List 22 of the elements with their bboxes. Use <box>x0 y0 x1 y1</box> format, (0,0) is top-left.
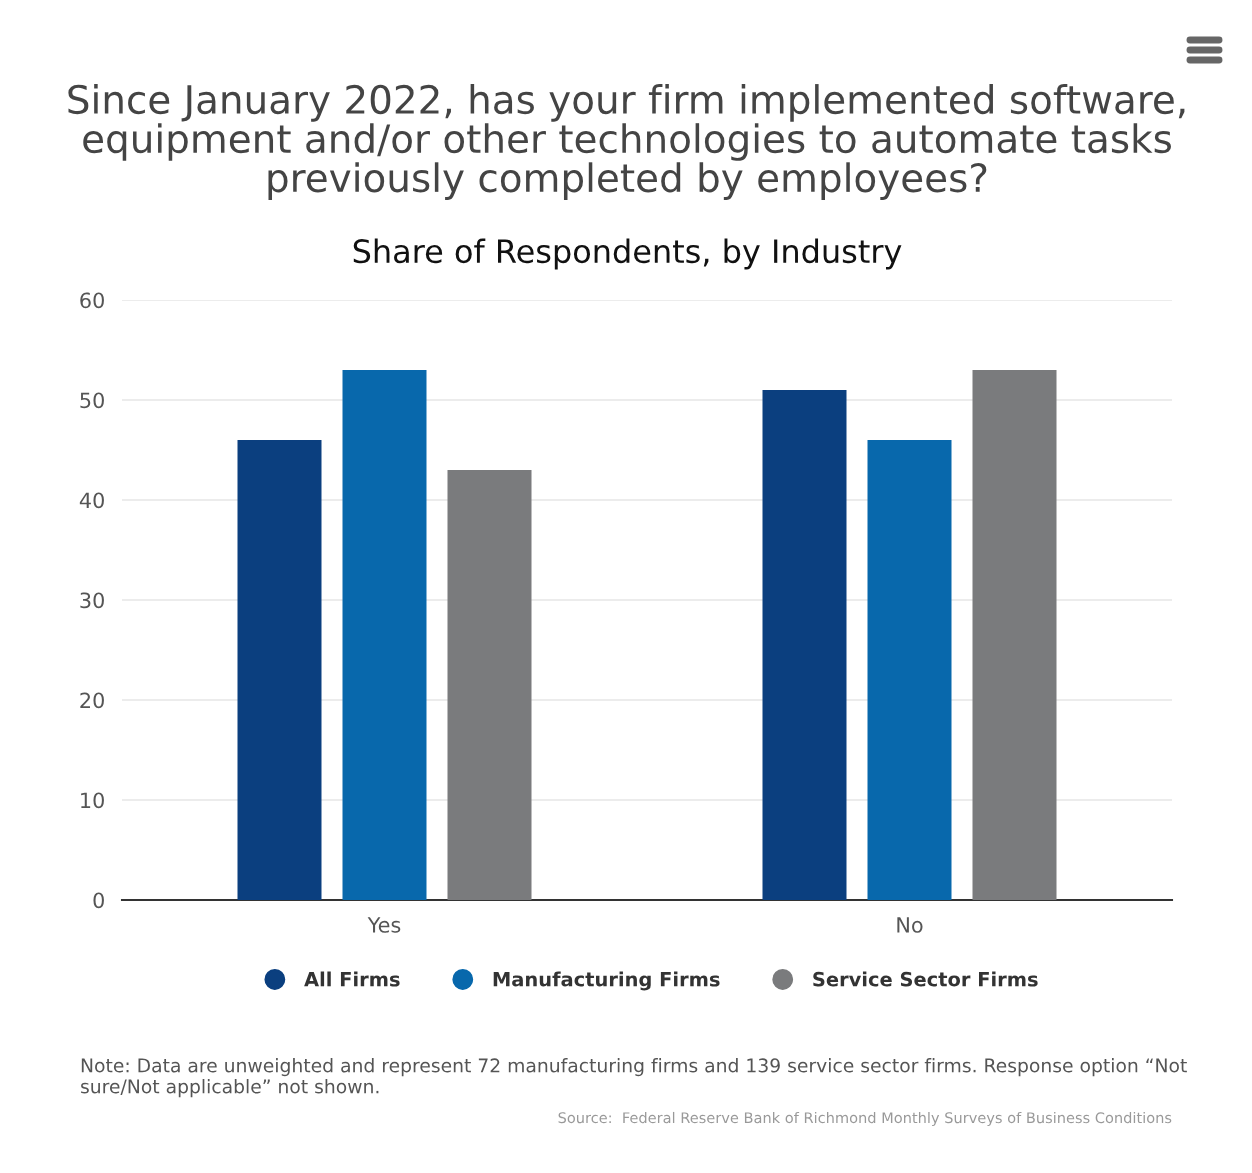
y-tick-label: 40 <box>79 492 104 509</box>
source-note: Source: Federal Reserve Bank of Richmond Monthly Surveys of Business Conditions <box>558 1111 1172 1127</box>
y-tick-label: 30 <box>80 592 104 609</box>
y-tick-label: 60 <box>80 292 104 309</box>
x-tick-label: Yes <box>367 917 401 933</box>
y-tick-label: 20 <box>80 692 104 709</box>
y-tick-label: 50 <box>80 392 104 409</box>
bar <box>972 370 1057 900</box>
legend-label: Manufacturing Firms <box>493 971 720 991</box>
x-tick-label: No <box>897 917 923 933</box>
text: Note: Data are unweighted and represent 72 manufacturing firms and 139 service sector firms. Response option “Not sure/Not applicable” not shown. <box>81 1058 1187 1098</box>
bar <box>342 370 427 900</box>
legend-label: Service Sector Firms <box>813 971 1038 987</box>
y-tick-label: 10 <box>81 792 104 809</box>
bar <box>867 440 952 900</box>
legend-label: All Firms <box>304 971 400 987</box>
chart-subtitle: Share of Respondents, by Industry <box>353 238 902 270</box>
bar <box>762 390 847 900</box>
y-tick-label: 0 <box>93 892 104 909</box>
bar <box>447 470 532 900</box>
chart-title: Since January 2022, has your firm implemented software, equipment and/or other technologies to automate tasks previously completed by employees? <box>68 84 1185 200</box>
bar <box>237 440 322 900</box>
